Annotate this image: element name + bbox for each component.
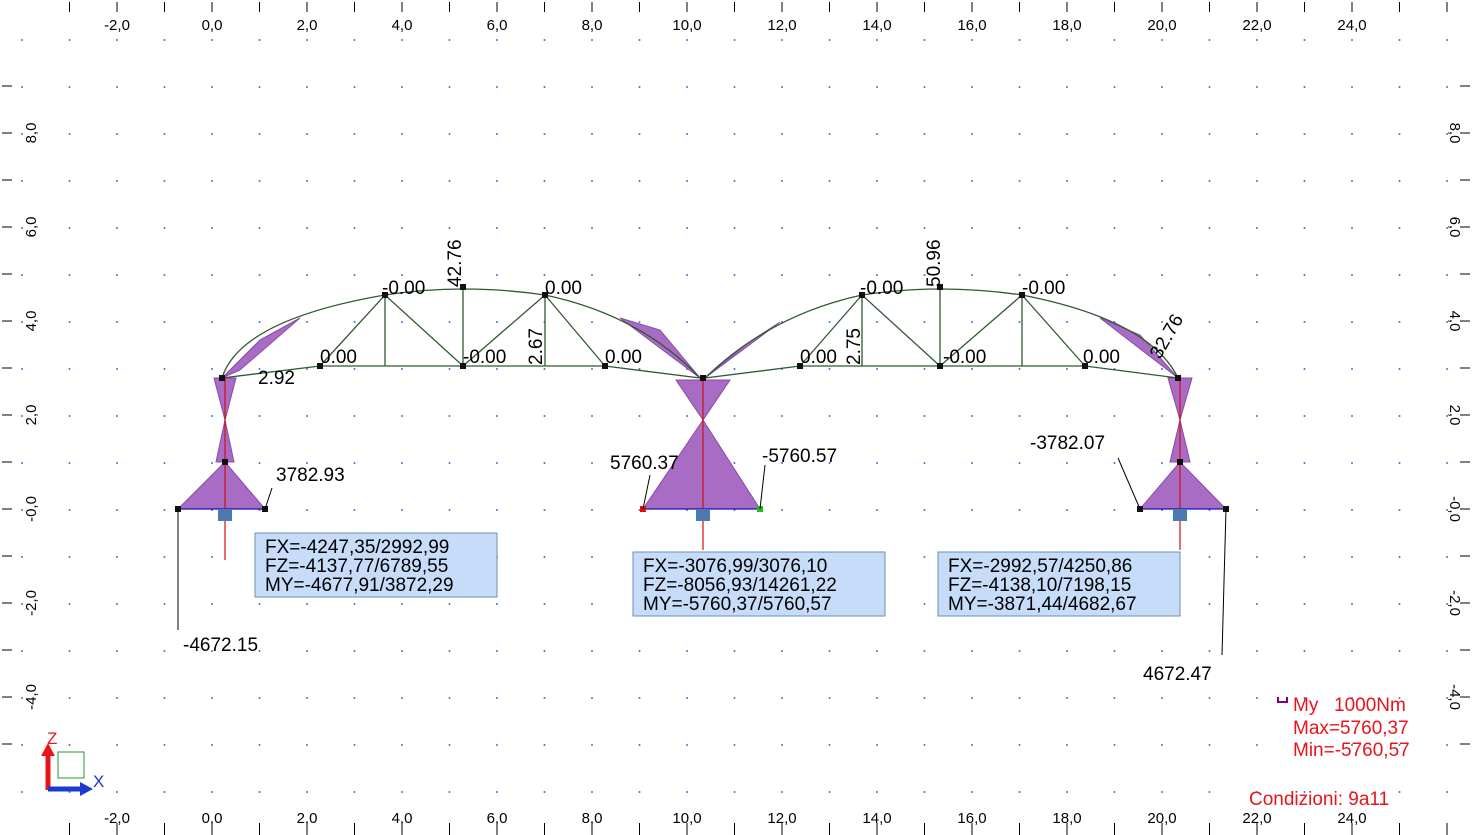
supports [218, 509, 1187, 521]
reaction-box: FX=-2992,57/4250,86 FZ=-4138,10/7198,15 … [937, 551, 1181, 617]
value-label: 0.00 [545, 278, 582, 299]
value-label: 2.92 [258, 368, 295, 389]
moment-diagram [176, 317, 1228, 510]
legend-min: Min=-5760,57 [1293, 740, 1410, 761]
x-ruler-label: 20,0 [1147, 17, 1176, 34]
legend-unit: 1000Nm [1334, 695, 1406, 716]
value-label: -0.00 [463, 347, 506, 368]
x-ruler-label: 24,0 [1337, 17, 1366, 34]
value-label: 2.67 [526, 328, 547, 365]
x-ruler-label: -2,0 [104, 810, 130, 827]
x-ruler-label: 6,0 [487, 810, 508, 827]
x-ruler-label: 24,0 [1337, 810, 1366, 827]
reaction-my: MY=-4677,91/3872,29 [265, 575, 454, 596]
y-ruler-label: -2,0 [23, 590, 40, 616]
value-label: -4672.15 [183, 635, 258, 656]
x-ruler-label: 8,0 [582, 810, 603, 827]
reaction-fz: FZ=-8056,93/14261,22 [643, 575, 837, 596]
y-ruler-label: 2,0 [23, 405, 40, 426]
value-label: -5760.57 [762, 446, 837, 467]
value-label: 3782.93 [276, 465, 345, 486]
x-ruler-label: 18,0 [1052, 810, 1081, 827]
x-ruler-label: 22,0 [1242, 17, 1271, 34]
value-label: -0.00 [1022, 278, 1065, 299]
conditions: Condizioni: 9a11 [1249, 789, 1389, 810]
x-ruler-label: 16,0 [957, 810, 986, 827]
value-label: -0.00 [943, 347, 986, 368]
x-ruler-label: 2,0 [297, 17, 318, 34]
x-ruler-label: 4,0 [392, 17, 413, 34]
y-ruler-label: 6,0 [1446, 217, 1463, 238]
value-label: 0.00 [800, 347, 837, 368]
reaction-box: FX=-3076,99/3076,10 FZ=-8056,93/14261,22… [632, 551, 886, 617]
y-ruler-label: -4,0 [1446, 684, 1463, 710]
x-ruler-label: 14,0 [862, 17, 891, 34]
value-labels: 42.76 -0.00 0.00 0.00 -0.00 0.00 2.67 50… [183, 239, 1212, 685]
legend-symbol [1277, 697, 1288, 703]
axis-z: Z [47, 729, 57, 748]
value-label: 2.75 [844, 328, 865, 365]
x-ruler-label: -2,0 [104, 17, 130, 34]
y-ruler-label: 4,0 [1446, 311, 1463, 332]
legend-max: Max=5760,37 [1293, 718, 1409, 739]
x-ruler-label: 22,0 [1242, 810, 1271, 827]
value-label: -0.00 [860, 278, 903, 299]
x-ruler-label: 0,0 [202, 810, 223, 827]
y-ruler-label: -0,0 [23, 496, 40, 522]
y-ruler-label: 2,0 [1446, 405, 1463, 426]
value-label: 0.00 [320, 347, 357, 368]
value-label: 5760.37 [610, 453, 679, 474]
x-ruler-label: 2,0 [297, 810, 318, 827]
reaction-my: MY=-3871,44/4682,67 [948, 594, 1137, 615]
legend-quantity: My [1293, 695, 1319, 716]
reaction-fx: FX=-2992,57/4250,86 [948, 556, 1132, 577]
axis-icon: Z X [41, 729, 104, 796]
x-ruler-label: 0,0 [202, 17, 223, 34]
value-label: 4672.47 [1143, 664, 1212, 685]
value-label: -3782.07 [1030, 433, 1105, 454]
reaction-fx: FX=-4247,35/2992,99 [265, 537, 449, 558]
y-ruler-label: 6,0 [23, 217, 40, 238]
x-ruler-label: 10,0 [672, 810, 701, 827]
leaders [177, 457, 1227, 656]
x-ruler-label: 10,0 [672, 17, 701, 34]
y-ruler-label: -2,0 [1446, 590, 1463, 616]
y-ruler-label: 8,0 [1446, 123, 1463, 144]
x-ruler-label: 12,0 [767, 17, 796, 34]
x-ruler-label: 8,0 [582, 17, 603, 34]
y-ruler-label: -0,0 [1446, 496, 1463, 522]
reaction-fx: FX=-3076,99/3076,10 [643, 556, 827, 577]
x-ruler-label: 16,0 [957, 17, 986, 34]
value-label: 0.00 [605, 347, 642, 368]
x-ruler-label: 12,0 [767, 810, 796, 827]
reaction-fz: FZ=-4138,10/7198,15 [948, 575, 1131, 596]
x-ruler-label: 6,0 [487, 17, 508, 34]
x-ruler-label: 20,0 [1147, 810, 1176, 827]
reaction-fz: FZ=-4137,77/6789,55 [265, 556, 448, 577]
x-ruler-label: 4,0 [392, 810, 413, 827]
y-ruler-label: -4,0 [23, 684, 40, 710]
y-ruler-label: 4,0 [23, 311, 40, 332]
value-label: 42.76 [445, 239, 466, 287]
axis-x: X [93, 772, 104, 791]
y-ruler-label: 8,0 [23, 123, 40, 144]
value-label: 50.96 [924, 239, 945, 287]
value-label: 0.00 [1083, 347, 1120, 368]
x-ruler-label: 14,0 [862, 810, 891, 827]
reaction-box: FX=-4247,35/2992,99 FZ=-4137,77/6789,55 … [254, 532, 498, 598]
value-label: -0.00 [382, 278, 425, 299]
reaction-my: MY=-5760,37/5760,57 [643, 594, 832, 615]
x-ruler-label: 18,0 [1052, 17, 1081, 34]
